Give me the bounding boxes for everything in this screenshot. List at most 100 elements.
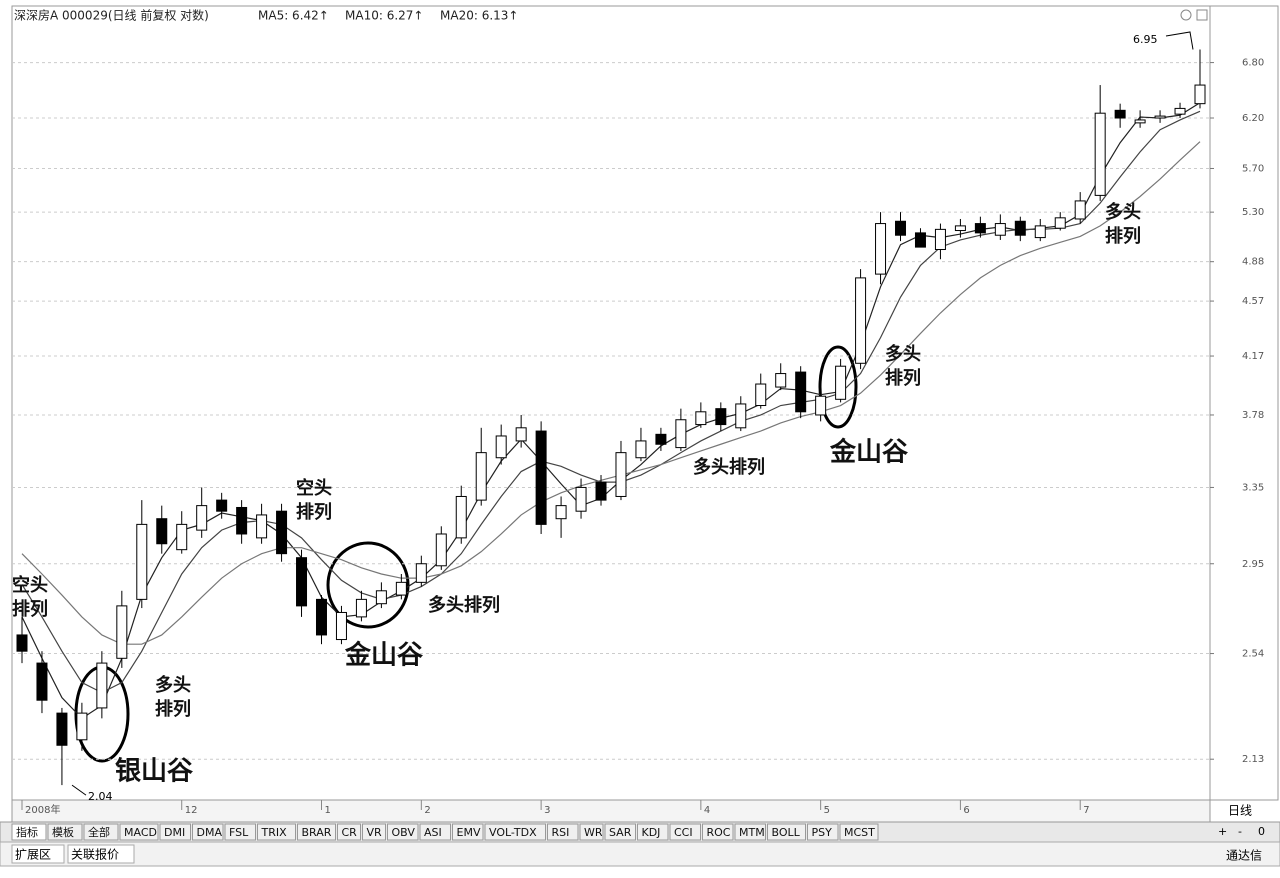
x-tick-label: 4 (704, 805, 710, 816)
tab[interactable] (83, 823, 119, 841)
candle-body (934, 228, 946, 251)
x-tick-label: 2 (424, 805, 430, 816)
annotation: 排列 (155, 698, 191, 720)
tab-label[interactable]: EMV (457, 826, 481, 839)
tab[interactable] (192, 823, 224, 841)
tab-label[interactable]: MCST (844, 826, 875, 839)
tab[interactable] (484, 823, 546, 841)
tab[interactable] (47, 823, 83, 841)
candle-body (1014, 220, 1026, 236)
tab[interactable] (387, 823, 419, 841)
tab-label[interactable]: BOLL (772, 826, 801, 839)
tab[interactable] (807, 823, 839, 841)
tab-label[interactable]: BRAR (302, 826, 332, 839)
bottom-tab-label[interactable]: 扩展区 (15, 848, 51, 862)
tab[interactable] (734, 823, 766, 841)
candle-body (156, 518, 168, 545)
control[interactable]: - (1238, 825, 1242, 838)
tab[interactable] (419, 823, 451, 841)
icon[interactable] (1180, 9, 1192, 21)
tab[interactable] (767, 823, 806, 841)
tab[interactable] (604, 823, 636, 841)
tab[interactable] (119, 823, 159, 841)
tab[interactable] (159, 823, 191, 841)
icon[interactable] (1196, 9, 1208, 21)
x-tick-label: 3 (544, 805, 550, 816)
candle-body (835, 365, 847, 400)
candle-body (755, 383, 767, 407)
tab-label[interactable]: ROC (707, 826, 731, 839)
tab-label[interactable]: FSL (229, 826, 249, 839)
tab-label[interactable]: CCI (674, 826, 693, 839)
candle-body (994, 223, 1006, 236)
tab[interactable] (297, 823, 336, 841)
tab-label[interactable]: 指标 (16, 825, 38, 839)
y-tick-label: 2.13 (1242, 754, 1264, 765)
low-label: 2.04 (88, 790, 113, 803)
tab-label[interactable]: 模板 (52, 825, 74, 839)
tab[interactable] (839, 823, 879, 841)
tab-label[interactable]: VOL-TDX (489, 826, 537, 839)
candle-body (495, 435, 507, 459)
bottom-tab-label[interactable]: 关联报价 (71, 847, 119, 862)
tab[interactable] (669, 823, 701, 841)
tab[interactable] (11, 823, 47, 841)
tab[interactable] (637, 823, 669, 841)
tab[interactable] (362, 823, 386, 841)
tab-label[interactable]: VR (367, 826, 383, 839)
tab-label[interactable]: TRIX (261, 826, 288, 839)
candle-body (375, 590, 387, 605)
tab-label[interactable]: OBV (392, 826, 416, 839)
y-tick-label: 4.57 (1242, 296, 1264, 307)
y-tick-label: 2.95 (1242, 559, 1264, 570)
tab-label[interactable]: 全部 (88, 825, 110, 839)
candle-body (635, 440, 647, 459)
x-tick-label: 1 (324, 805, 330, 816)
candle-body (1114, 109, 1126, 119)
y-tick-label: 4.88 (1242, 257, 1264, 268)
x-tick-label: 5 (824, 805, 830, 816)
tab[interactable] (579, 823, 604, 841)
candle-body (1034, 225, 1046, 239)
annotation: 空头 (12, 574, 48, 596)
candle-body (515, 427, 527, 442)
annotation: 空头 (296, 477, 332, 499)
candle-body (1154, 115, 1166, 119)
ma-line (21, 141, 1201, 645)
tab[interactable] (547, 823, 579, 841)
tab-label[interactable]: SAR (609, 826, 632, 839)
tab-label[interactable]: WR (584, 826, 603, 839)
tab-label[interactable]: PSY (812, 826, 833, 839)
annotation: 多头 (885, 343, 921, 365)
tab[interactable] (337, 823, 361, 841)
stock-title: 深深房A 000029(日线 前复权 对数) (14, 8, 209, 23)
tab-label[interactable]: MACD (124, 826, 157, 839)
bottom-tab[interactable] (11, 844, 65, 864)
x-tick-label: 7 (1083, 805, 1089, 816)
annotation: 多头排列 (693, 456, 765, 478)
tab-label[interactable]: CR (342, 826, 358, 839)
candle-body (56, 712, 68, 746)
x-tick-label: 2008年 (25, 803, 60, 816)
tab[interactable] (224, 823, 256, 841)
x-tick-label: 6 (963, 805, 969, 816)
y-tick-label: 6.20 (1242, 113, 1264, 124)
control[interactable]: + (1218, 825, 1227, 838)
candle-body (1194, 84, 1206, 105)
tab-label[interactable]: MTM (739, 826, 765, 839)
candle-body (16, 634, 28, 652)
tab[interactable] (702, 823, 734, 841)
tab-label[interactable]: DMI (164, 826, 185, 839)
tab-label[interactable]: RSI (552, 826, 570, 839)
tab[interactable] (452, 823, 484, 841)
tab-label[interactable]: KDJ (642, 826, 661, 839)
bottom-tab[interactable] (67, 844, 135, 864)
candle-body (355, 598, 367, 618)
tab[interactable] (257, 823, 296, 841)
tab-label[interactable]: ASI (424, 826, 442, 839)
tab-label[interactable]: DMA (197, 826, 223, 839)
leader (1165, 31, 1194, 50)
candle-body (216, 499, 228, 512)
control[interactable]: 0 (1258, 825, 1265, 838)
